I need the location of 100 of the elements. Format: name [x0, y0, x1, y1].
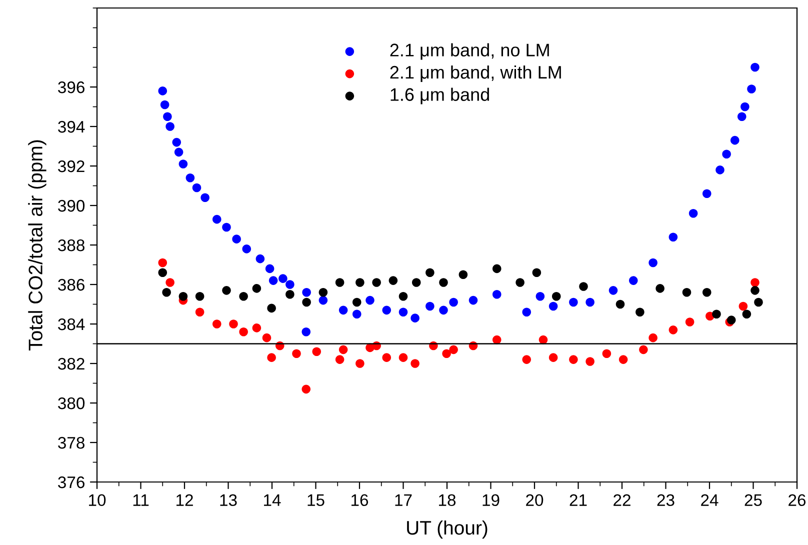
- point: [730, 136, 740, 145]
- point: [410, 359, 420, 368]
- point: [738, 302, 748, 311]
- point: [252, 284, 262, 293]
- point: [639, 345, 648, 354]
- point: [262, 333, 272, 342]
- point: [195, 292, 204, 301]
- point: [750, 286, 760, 295]
- point: [312, 347, 322, 356]
- point: [602, 349, 612, 358]
- point: [229, 320, 238, 328]
- point: [174, 148, 184, 157]
- x-tick-label: 15: [308, 494, 324, 506]
- x-tick-label: 18: [439, 494, 456, 506]
- point: [356, 359, 364, 368]
- point: [702, 189, 712, 198]
- point: [239, 328, 248, 336]
- point: [192, 183, 202, 192]
- point: [656, 284, 664, 293]
- point: [492, 335, 502, 344]
- point: [522, 308, 532, 317]
- point: [158, 268, 168, 278]
- point: [178, 292, 188, 301]
- point: [426, 302, 434, 311]
- point: [352, 310, 362, 319]
- x-tick-label: 25: [744, 494, 762, 506]
- point: [586, 357, 594, 366]
- point: [186, 173, 195, 182]
- x-tick-label: 12: [176, 494, 193, 506]
- point: [212, 214, 222, 224]
- point: [750, 278, 760, 287]
- point: [352, 298, 362, 307]
- point: [398, 292, 408, 301]
- point: [163, 112, 172, 122]
- point: [267, 353, 276, 362]
- x-tick-label: 17: [395, 494, 412, 506]
- point: [426, 268, 434, 278]
- point: [292, 349, 301, 358]
- y-tick-label: 392: [58, 160, 84, 172]
- point: [722, 150, 731, 159]
- y-tick-label: 394: [58, 120, 85, 133]
- y-tick-label: 378: [58, 436, 84, 449]
- y-tick-label: 380: [58, 397, 85, 410]
- point: [158, 86, 168, 96]
- point: [538, 335, 548, 344]
- point: [702, 288, 712, 297]
- x-tick-label: 23: [657, 494, 674, 506]
- point: [178, 160, 188, 168]
- point: [754, 298, 763, 307]
- point: [410, 314, 420, 322]
- point: [716, 166, 724, 174]
- point: [239, 292, 248, 301]
- y-tick-label: 396: [58, 81, 84, 94]
- point: [618, 355, 628, 364]
- point: [468, 296, 478, 305]
- point: [372, 278, 381, 287]
- point: [682, 288, 692, 297]
- point: [222, 286, 231, 295]
- x-tick-label: 21: [570, 494, 587, 506]
- y-axis-title: Total CO2/total air (ppm): [28, 140, 46, 350]
- point: [172, 138, 182, 147]
- point: [268, 276, 278, 285]
- point: [338, 345, 348, 354]
- point: [166, 278, 174, 287]
- point: [522, 355, 532, 364]
- point: [648, 333, 658, 342]
- point: [242, 244, 252, 254]
- point: [212, 320, 222, 328]
- point: [286, 290, 294, 299]
- point: [267, 304, 276, 313]
- point: [222, 222, 231, 232]
- point: [668, 232, 678, 242]
- point: [398, 308, 408, 317]
- point: [265, 264, 274, 274]
- x-tick-label: 24: [701, 494, 718, 506]
- point: [382, 353, 392, 362]
- point: [449, 298, 458, 307]
- y-tick-label: 376: [58, 476, 84, 488]
- y-tick-label: 390: [58, 200, 85, 212]
- y-tick-label: 386: [58, 278, 84, 291]
- legend-label: 2.1 μm band, with LM: [390, 65, 561, 82]
- point: [366, 296, 374, 305]
- point: [616, 300, 625, 309]
- point: [286, 280, 294, 289]
- point: [166, 122, 174, 131]
- x-tick-label: 10: [89, 494, 106, 506]
- point: [685, 318, 694, 326]
- point: [636, 308, 644, 317]
- point: [548, 302, 558, 311]
- legend-label: 2.1 μm band, no LM: [390, 43, 549, 60]
- x-tick-label: 11: [133, 494, 149, 506]
- point: [747, 84, 756, 94]
- point: [439, 278, 448, 287]
- point: [302, 288, 311, 297]
- point: [740, 102, 750, 112]
- point: [516, 278, 524, 287]
- point: [160, 100, 170, 110]
- point: [532, 268, 542, 278]
- point: [569, 355, 578, 364]
- point: [449, 345, 458, 354]
